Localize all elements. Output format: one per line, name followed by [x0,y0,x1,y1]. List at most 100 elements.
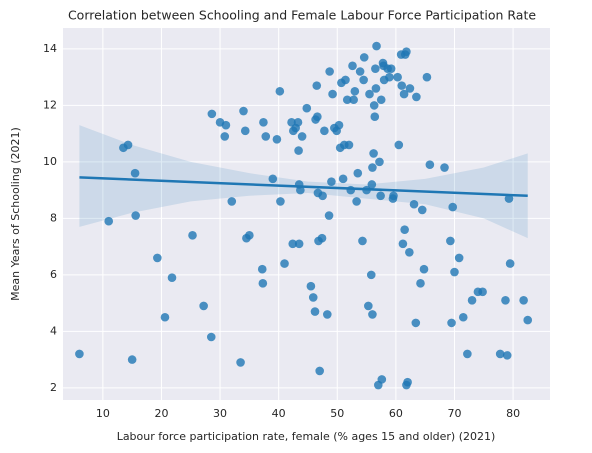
point [341,75,350,85]
y-tick-label: 2 [50,381,57,394]
point [495,349,505,359]
point [454,253,464,263]
point [450,267,459,277]
point [327,177,336,186]
point [368,310,377,319]
point [371,64,380,73]
point [276,197,285,206]
point [403,377,412,387]
point [296,185,305,195]
y-axis-label: Mean Years of Schooling (2021) [9,127,22,301]
point [324,211,334,220]
y-tick-label: 10 [43,155,57,168]
point [385,72,394,82]
point [221,120,231,130]
point [397,81,407,90]
point [220,132,230,141]
point [367,180,377,189]
point [355,67,365,76]
point [259,118,268,127]
point [320,126,329,136]
point [399,89,409,99]
point [123,140,133,150]
x-axis-label: Labour force participation rate, female … [117,430,496,443]
point [328,89,337,99]
point [342,95,352,105]
point [393,72,402,82]
y-tick-label: 12 [43,98,57,111]
point [458,312,468,322]
point [75,349,84,359]
point [302,103,312,113]
point [280,259,289,268]
point [153,253,162,263]
point [353,168,363,178]
point [294,146,303,155]
point [312,81,322,90]
point [227,197,237,206]
point [505,259,515,268]
point [294,239,304,249]
point [388,194,398,203]
point [350,86,360,96]
point [416,279,425,288]
point [398,239,408,249]
point [130,168,140,178]
point [372,41,381,51]
x-tick-label: 20 [154,407,168,420]
point [297,132,307,141]
point [167,273,177,282]
point [349,95,358,105]
point [199,301,208,311]
point [306,281,316,291]
point [405,84,415,93]
point [323,310,332,319]
point [422,72,432,82]
y-tick-label: 4 [50,324,57,337]
point [160,312,170,322]
point [402,47,411,57]
point [313,112,322,121]
x-tick-label: 60 [389,407,403,420]
point [315,366,324,376]
point [368,163,377,172]
point [239,106,248,116]
point [310,307,320,316]
point [288,239,298,249]
point [240,126,250,136]
point [131,211,140,220]
point [369,101,379,110]
point [188,231,197,240]
point [409,199,419,209]
point [425,160,435,170]
point [463,349,472,359]
point [334,120,344,130]
point [352,197,361,206]
point [365,89,374,99]
confidence-band [79,125,528,239]
point [127,355,137,364]
point [275,86,285,96]
point [386,64,396,73]
point [338,174,348,184]
point [261,132,271,141]
point [366,270,376,280]
point [245,231,254,240]
x-tick-label: 40 [272,407,286,420]
point [447,318,456,328]
point [272,134,282,144]
point [369,149,378,158]
point [394,140,404,150]
point [318,191,327,201]
point [371,84,381,93]
point [346,185,356,195]
point [268,174,278,184]
x-tick-label: 10 [96,407,110,420]
point [364,301,373,311]
point [467,295,477,305]
x-tick-label: 30 [213,407,227,420]
point [440,163,449,172]
point [206,332,216,342]
point [376,191,385,201]
